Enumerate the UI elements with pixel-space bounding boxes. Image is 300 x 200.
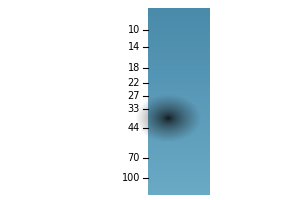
Text: kDa: kDa — [121, 0, 141, 2]
Text: 10: 10 — [128, 25, 140, 35]
Text: 70: 70 — [128, 153, 140, 163]
Text: 44: 44 — [128, 123, 140, 133]
Text: 18: 18 — [128, 63, 140, 73]
Text: 100: 100 — [122, 173, 140, 183]
Text: 22: 22 — [128, 78, 140, 88]
Text: 14: 14 — [128, 42, 140, 52]
Text: 33: 33 — [128, 104, 140, 114]
Text: 27: 27 — [128, 91, 140, 101]
